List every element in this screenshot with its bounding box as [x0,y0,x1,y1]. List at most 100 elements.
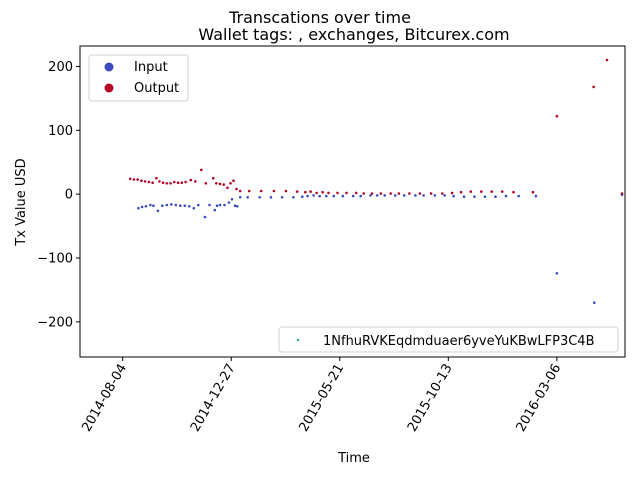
point-output-37 [321,190,324,194]
point-output-30 [259,189,263,193]
point-output-26 [232,179,235,182]
point-output-47 [408,192,411,195]
point-output-5 [147,180,151,184]
point-input-15 [203,215,207,219]
point-output-62 [620,192,624,195]
point-input-13 [192,206,196,210]
point-input-37 [341,194,345,198]
point-output-32 [284,189,288,193]
point-output-4 [143,180,147,183]
chart-subtitle: Wallet tags: , exchanges, Bitcurex.com [198,25,509,44]
data-points [128,58,624,305]
plot-frame [79,45,626,358]
point-input-33 [312,194,315,197]
point-output-21 [215,182,218,185]
point-output-54 [480,190,483,193]
point-input-57 [555,272,559,275]
point-input-2 [144,205,148,208]
point-input-23 [233,204,237,207]
point-input-46 [422,194,425,197]
point-output-3 [140,179,143,182]
point-input-18 [215,204,219,207]
point-input-6 [161,204,164,207]
point-input-25 [238,196,242,199]
point-output-24 [226,186,229,190]
point-input-52 [483,195,487,198]
legend-wallet: 1NfhuRVKEqdmduaer6yveYuKBwLFP3C4B [278,326,619,353]
point-output-27 [235,187,238,191]
point-output-39 [336,191,339,195]
point-input-56 [534,194,538,198]
y-tick-label-4: 200 [48,60,73,75]
point-output-50 [441,192,444,195]
point-input-42 [383,194,387,197]
point-input-36 [332,194,336,198]
point-output-40 [345,191,348,195]
point-output-43 [370,192,374,195]
x-axis: 2014-08-04 2014-12-27 2015-05-21 2015-10-13… [79,357,564,434]
point-output-1 [132,178,136,181]
point-input-19 [218,203,222,207]
point-input-0 [137,206,140,210]
point-output-22 [218,182,222,186]
point-input-51 [473,195,476,198]
point-input-9 [174,203,178,207]
legend-marker-input [104,62,114,72]
y-tick-label-3: 100 [48,124,73,139]
point-output-13 [176,181,180,184]
x-tick-label-4: 2016-03-06 [514,362,565,435]
point-input-38 [351,194,355,198]
point-output-57 [512,190,515,194]
point-input-44 [402,194,406,197]
point-output-55 [490,190,494,193]
point-output-25 [229,182,232,185]
x-tick-label-3: 2015-10-13 [405,362,456,435]
point-output-34 [304,190,307,194]
point-input-45 [414,194,417,197]
point-input-26 [246,196,249,199]
point-output-9 [161,181,165,184]
point-output-8 [158,180,161,183]
point-input-27 [258,196,262,199]
legend: Input Output [88,54,189,102]
point-output-31 [272,189,276,193]
point-input-3 [149,203,152,207]
point-output-14 [180,181,184,184]
x-tick-label-2: 2015-05-21 [296,362,347,435]
point-input-31 [301,195,304,198]
point-output-10 [165,182,169,185]
point-output-58 [531,190,535,194]
point-output-41 [354,191,358,195]
point-input-12 [188,205,191,208]
point-input-39 [359,194,363,198]
point-input-28 [269,196,273,199]
point-output-61 [605,58,609,62]
point-input-53 [494,195,497,198]
point-input-24 [235,205,239,208]
chart-title: Transcations over time [228,8,411,27]
point-input-54 [504,194,508,198]
point-output-60 [592,85,595,89]
point-input-34 [318,194,321,198]
x-tick-label-0: 2014-08-04 [79,362,130,435]
legend-label-input: Input [134,60,168,75]
point-output-56 [500,190,504,193]
point-input-11 [183,204,187,207]
point-input-58 [593,301,596,305]
point-input-17 [213,208,217,212]
legend-marker-output [104,83,114,93]
point-output-38 [327,191,330,195]
point-input-55 [517,194,520,198]
point-input-8 [170,203,173,206]
point-output-2 [136,178,139,181]
point-output-7 [155,176,158,180]
point-input-22 [230,198,234,201]
point-input-1 [140,205,144,209]
point-output-23 [222,183,225,186]
point-output-29 [247,189,251,193]
legend-label-output: Output [134,81,179,96]
y-tick-label-0: −200 [37,315,73,330]
legend-wallet-box [278,326,619,353]
point-input-48 [443,194,446,197]
